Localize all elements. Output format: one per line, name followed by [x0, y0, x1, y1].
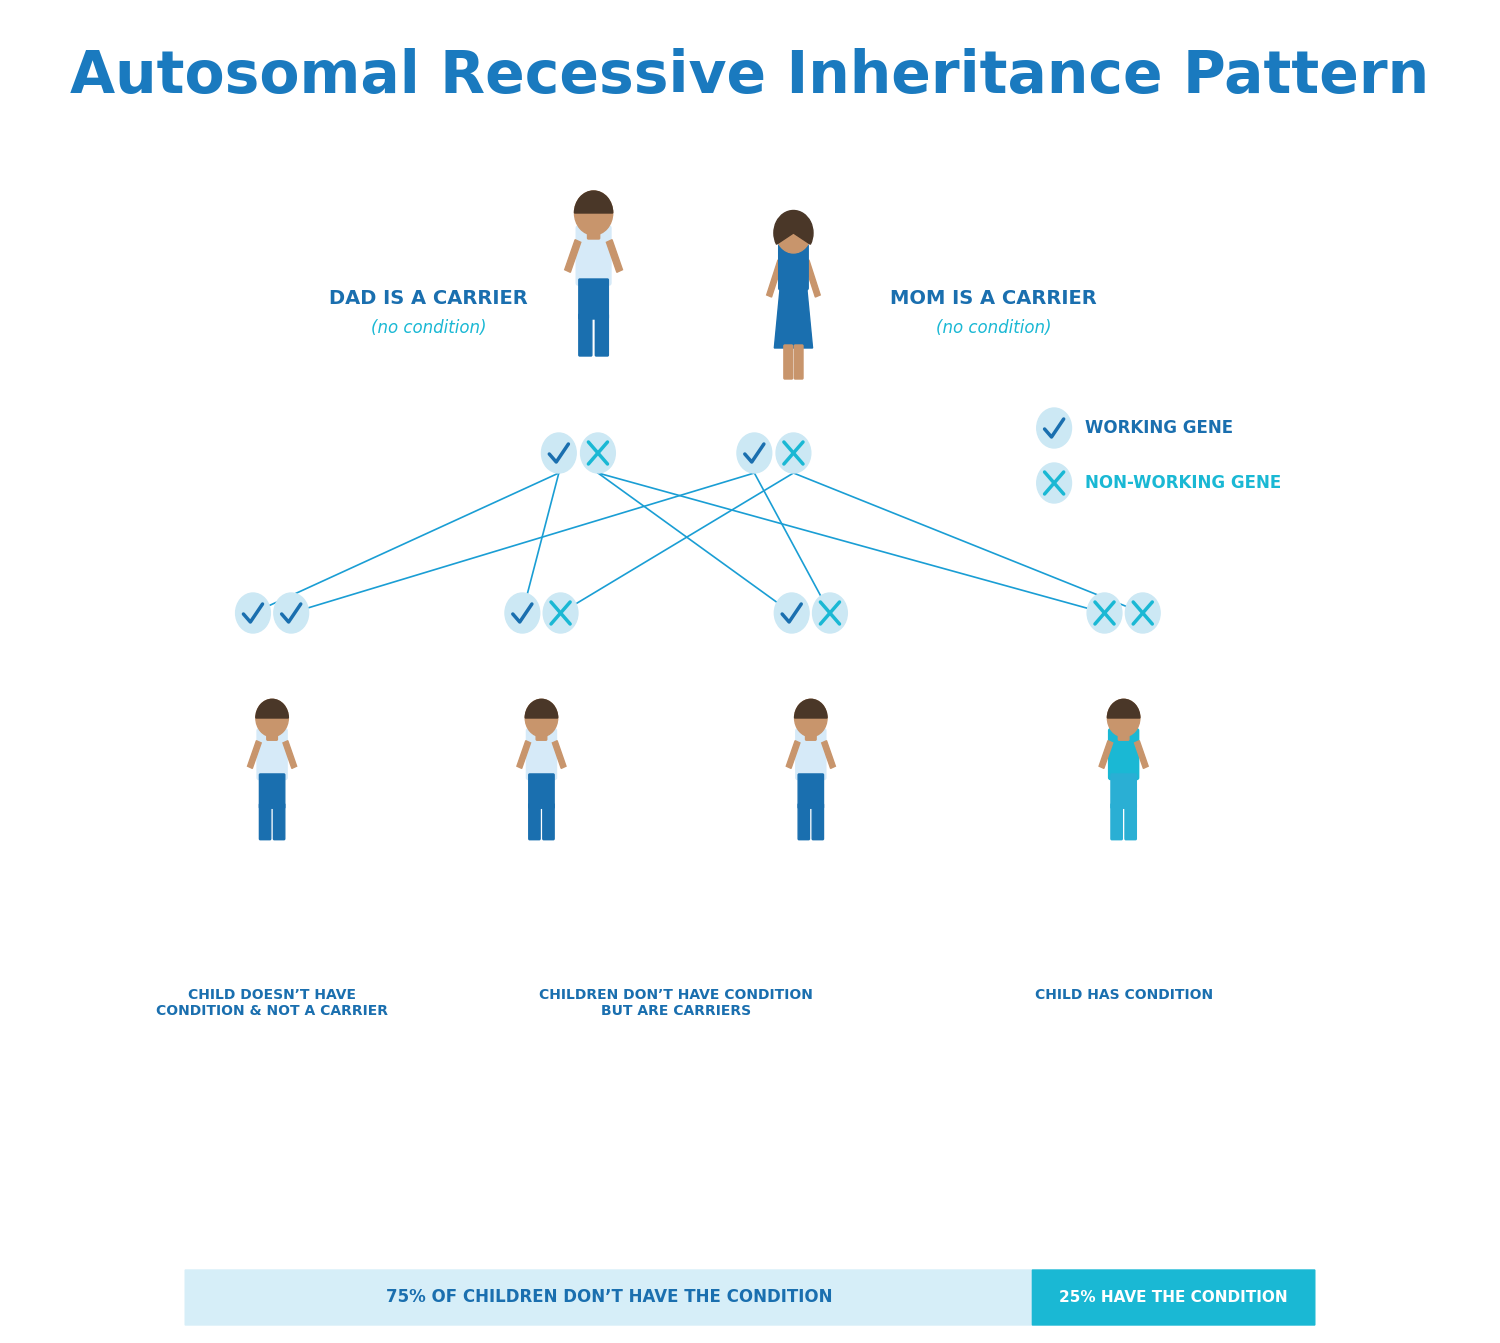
Polygon shape: [774, 285, 813, 348]
FancyBboxPatch shape: [1112, 803, 1122, 839]
Wedge shape: [1107, 700, 1140, 719]
Circle shape: [542, 432, 576, 473]
Circle shape: [776, 214, 812, 252]
FancyBboxPatch shape: [267, 728, 278, 740]
FancyBboxPatch shape: [784, 345, 792, 379]
Text: CHILD HAS CONDITION: CHILD HAS CONDITION: [1035, 988, 1212, 1002]
FancyArrow shape: [564, 239, 580, 273]
FancyBboxPatch shape: [588, 226, 600, 239]
Circle shape: [813, 594, 847, 633]
Circle shape: [274, 594, 309, 633]
FancyBboxPatch shape: [184, 1270, 1032, 1326]
FancyBboxPatch shape: [530, 803, 540, 839]
FancyBboxPatch shape: [788, 240, 798, 252]
FancyArrow shape: [804, 261, 820, 297]
FancyBboxPatch shape: [273, 803, 285, 839]
FancyBboxPatch shape: [1108, 729, 1138, 779]
Text: (no condition): (no condition): [370, 320, 486, 337]
FancyBboxPatch shape: [526, 729, 556, 779]
Circle shape: [574, 191, 612, 235]
Text: Autosomal Recessive Inheritance Pattern: Autosomal Recessive Inheritance Pattern: [70, 48, 1429, 105]
FancyBboxPatch shape: [536, 728, 548, 740]
Wedge shape: [774, 211, 813, 244]
Circle shape: [1125, 594, 1160, 633]
FancyBboxPatch shape: [1112, 774, 1137, 808]
Text: 75% OF CHILDREN DON’T HAVE THE CONDITION: 75% OF CHILDREN DON’T HAVE THE CONDITION: [386, 1288, 832, 1307]
Wedge shape: [574, 191, 612, 214]
Circle shape: [256, 700, 288, 737]
FancyArrow shape: [552, 741, 566, 768]
FancyArrow shape: [1134, 741, 1148, 768]
Text: MOM IS A CARRIER: MOM IS A CARRIER: [890, 289, 1096, 308]
FancyBboxPatch shape: [778, 244, 808, 290]
FancyBboxPatch shape: [260, 774, 285, 808]
FancyBboxPatch shape: [576, 226, 610, 285]
FancyBboxPatch shape: [530, 774, 554, 808]
FancyBboxPatch shape: [806, 728, 816, 740]
FancyBboxPatch shape: [798, 803, 810, 839]
FancyBboxPatch shape: [1032, 1270, 1316, 1326]
Circle shape: [1088, 594, 1122, 633]
FancyArrow shape: [606, 239, 622, 273]
Circle shape: [1036, 408, 1071, 449]
FancyBboxPatch shape: [256, 729, 286, 779]
FancyBboxPatch shape: [596, 314, 609, 356]
FancyArrow shape: [786, 741, 800, 768]
FancyBboxPatch shape: [812, 803, 824, 839]
Text: CHILD DOESN’T HAVE
CONDITION & NOT A CARRIER: CHILD DOESN’T HAVE CONDITION & NOT A CAR…: [156, 988, 388, 1018]
FancyBboxPatch shape: [579, 279, 609, 320]
Circle shape: [236, 594, 270, 633]
FancyArrow shape: [518, 741, 531, 768]
FancyArrow shape: [248, 741, 261, 768]
FancyBboxPatch shape: [795, 345, 802, 379]
Circle shape: [736, 432, 771, 473]
FancyBboxPatch shape: [579, 314, 592, 356]
FancyBboxPatch shape: [798, 774, 824, 808]
Wedge shape: [795, 700, 826, 719]
FancyBboxPatch shape: [260, 803, 270, 839]
Circle shape: [1036, 463, 1071, 504]
FancyArrow shape: [284, 741, 297, 768]
FancyBboxPatch shape: [1125, 803, 1137, 839]
Text: 25% HAVE THE CONDITION: 25% HAVE THE CONDITION: [1059, 1291, 1288, 1305]
FancyArrow shape: [1100, 741, 1113, 768]
Circle shape: [795, 700, 826, 737]
Circle shape: [774, 594, 808, 633]
Text: (no condition): (no condition): [936, 320, 1052, 337]
Wedge shape: [256, 700, 288, 719]
FancyBboxPatch shape: [543, 803, 554, 839]
FancyArrow shape: [766, 261, 783, 297]
Text: CHILDREN DON’T HAVE CONDITION
BUT ARE CARRIERS: CHILDREN DON’T HAVE CONDITION BUT ARE CA…: [538, 988, 813, 1018]
Circle shape: [543, 594, 578, 633]
Wedge shape: [525, 700, 558, 719]
Circle shape: [1107, 700, 1140, 737]
Circle shape: [580, 432, 615, 473]
Circle shape: [776, 432, 812, 473]
FancyArrow shape: [822, 741, 836, 768]
Text: DAD IS A CARRIER: DAD IS A CARRIER: [328, 289, 528, 308]
FancyBboxPatch shape: [1119, 728, 1130, 740]
FancyBboxPatch shape: [796, 729, 826, 779]
Circle shape: [525, 700, 558, 737]
Text: NON-WORKING GENE: NON-WORKING GENE: [1084, 474, 1281, 492]
Text: WORKING GENE: WORKING GENE: [1084, 419, 1233, 436]
Circle shape: [506, 594, 540, 633]
